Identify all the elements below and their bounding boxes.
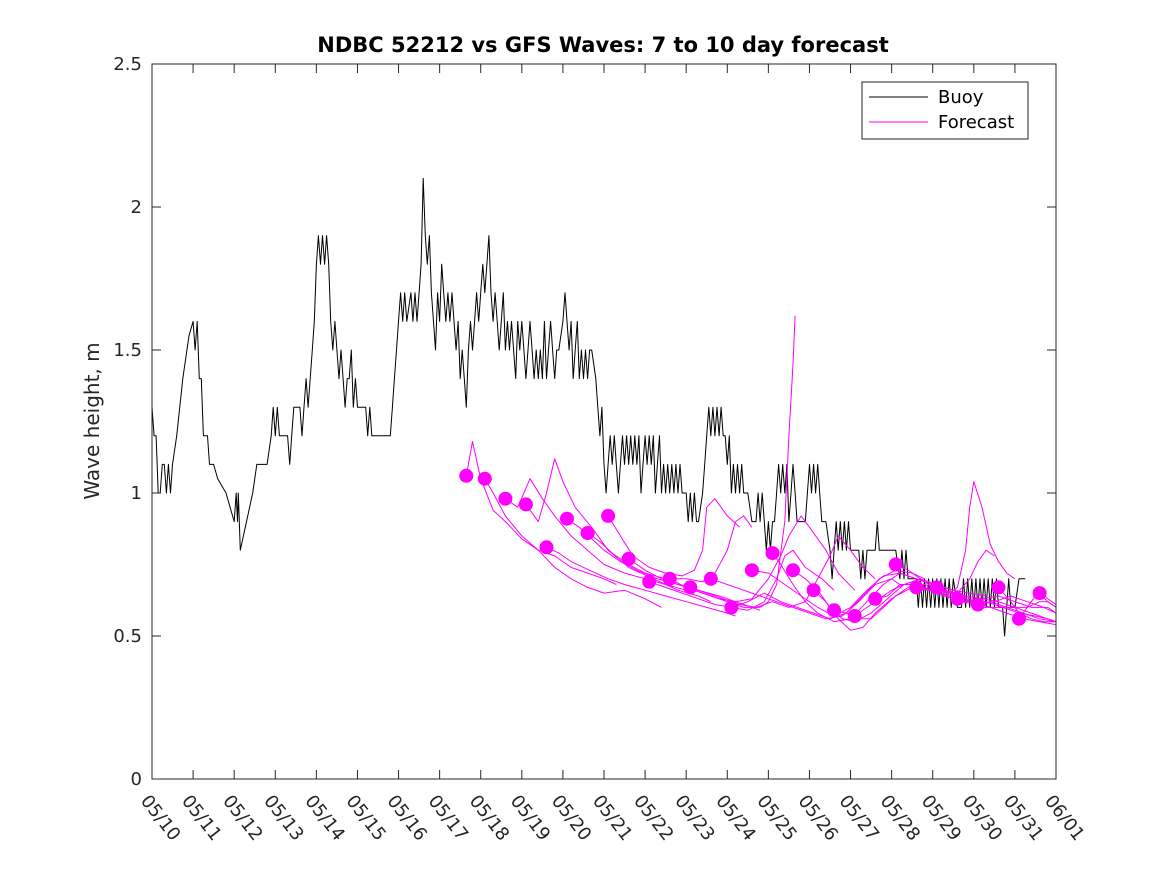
series-forecast-line-9 [628,315,796,608]
forecast-marker-22 [909,580,924,595]
plot-frame [151,63,1057,780]
forecast-marker-19 [847,609,862,623]
y-tick-label: 2 [131,197,142,218]
forecast-marker-27 [1012,611,1026,626]
series-forecast-line-26 [977,601,1057,623]
forecast-marker-3 [518,497,533,512]
x-tick-label: 05/20 [547,791,595,845]
x-tick-label: 06/01 [1040,791,1088,845]
legend-box [861,81,1029,140]
forecast-marker-18 [827,603,842,618]
x-tick-label: 05/18 [465,791,513,845]
y-tick-label: 1 [131,483,142,504]
forecast-marker-28 [1032,586,1047,601]
chart-title: NDBC 52212 vs GFS Waves: 7 to 10 day for… [317,33,888,57]
x-tick-label: 05/10 [136,791,184,845]
series-forecast-line-2 [484,478,662,608]
forecast-marker-2 [498,491,513,506]
series-forecast-line-20 [854,584,1057,617]
marker-layer [459,468,1047,626]
forecast-marker-25 [970,597,985,612]
forecast-marker-24 [950,591,965,606]
forecast-marker-12 [703,571,718,586]
x-tick-label: 05/27 [835,791,883,845]
series-buoy-line [151,177,1026,637]
x-tick-label: 05/25 [752,791,800,845]
x-tick-label: 05/30 [958,791,1006,845]
forecast-marker-17 [806,583,821,598]
x-tick-label: 05/23 [670,791,718,845]
forecast-marker-21 [888,557,903,572]
forecast-marker-16 [786,563,800,578]
x-tick-label: 05/28 [876,791,924,845]
x-tick-label: 05/21 [588,791,636,845]
forecast-marker-13 [724,600,739,615]
x-tick-label: 05/14 [300,791,348,845]
forecast-marker-4 [539,540,554,555]
y-ticks: 0 0.5 1 1.5 2 2.5 [113,54,1056,790]
series-forecast-line-23 [916,586,1057,608]
x-tick-label: 05/24 [711,791,759,845]
x-tick-label: 05/15 [342,791,390,845]
series-forecast-line-16 [772,552,966,623]
forecast-marker-1 [477,471,492,486]
x-tick-label: 05/17 [424,791,472,845]
forecast-marker-11 [683,580,698,595]
x-tick-label: 05/22 [629,791,677,845]
x-tick-label: 05/12 [218,791,266,845]
legend-label-forecast: Forecast [938,112,1014,133]
series-forecast-line-13 [710,578,901,620]
series-forecast-line-7 [587,515,753,583]
x-tick-label: 05/26 [794,791,842,845]
series-forecast-line-5 [546,546,736,617]
x-tick-label: 05/31 [999,791,1047,845]
x-ticks: 05/1005/1105/1205/1305/1405/1505/1605/17… [136,64,1089,845]
y-tick-label: 0 [131,769,142,790]
forecast-marker-0 [459,468,474,483]
forecast-marker-8 [621,551,636,566]
x-tick-label: 05/29 [917,791,965,845]
forecast-marker-14 [744,563,759,578]
series-forecast-line-19 [833,481,1016,620]
y-tick-label: 0.5 [113,626,142,647]
y-tick-label: 2.5 [113,54,142,75]
series-forecast-line-10 [649,549,835,611]
legend: Buoy Forecast [861,81,1029,140]
series-forecast-line-18 [813,549,995,631]
series-forecast-line-12 [690,535,876,608]
legend-label-buoy: Buoy [938,87,984,108]
y-axis-label: Wave height, m [80,342,104,499]
forecast-marker-6 [580,526,595,540]
forecast-marker-9 [642,574,657,589]
x-tick-label: 05/16 [383,791,431,845]
series-layer [151,177,1057,637]
forecast-marker-15 [765,546,780,561]
series-forecast-line-11 [669,515,856,603]
x-tick-label: 05/11 [177,791,225,845]
x-tick-label: 05/19 [506,791,554,845]
forecast-marker-10 [662,571,677,586]
series-forecast-line-4 [525,458,712,603]
x-tick-label: 05/13 [259,791,307,845]
forecast-marker-26 [991,580,1006,595]
forecast-marker-23 [929,580,944,595]
y-tick-label: 1.5 [113,340,142,361]
forecast-marker-20 [868,591,883,606]
series-forecast-line-1 [465,441,617,585]
forecast-marker-7 [601,508,616,523]
forecast-marker-5 [560,511,574,526]
